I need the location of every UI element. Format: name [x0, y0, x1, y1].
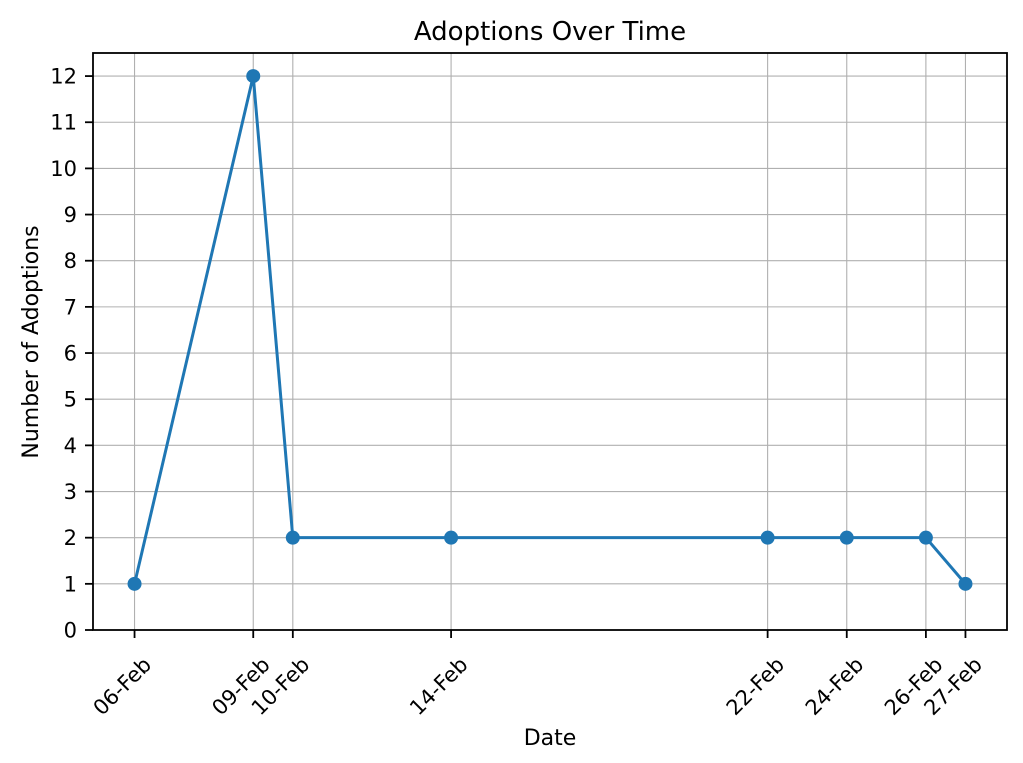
y-tick-label-1: 1: [64, 572, 77, 596]
x-tick-label-14-Feb: 14-Feb: [405, 653, 473, 721]
data-point-14-Feb: [444, 530, 459, 545]
y-tick-label-2: 2: [64, 526, 77, 550]
y-tick-label-4: 4: [64, 434, 77, 458]
y-tick-label-11: 11: [50, 111, 77, 135]
series-line-adoptions: [133, 74, 967, 586]
data-point-10-Feb: [285, 530, 300, 545]
data-point-06-Feb: [127, 576, 142, 591]
y-tick-label-6: 6: [64, 342, 77, 366]
x-tick-label-06-Feb: 06-Feb: [89, 653, 157, 721]
chart-title: Adoptions Over Time: [414, 17, 686, 47]
data-point-09-Feb: [246, 69, 261, 84]
y-tick-label-8: 8: [64, 249, 77, 273]
plot-border: [92, 52, 1008, 631]
plot-frame: [92, 52, 1008, 631]
data-point-26-Feb: [918, 530, 933, 545]
data-series: [127, 69, 973, 591]
y-tick-label-10: 10: [50, 157, 77, 181]
y-tick-label-0: 0: [64, 619, 77, 643]
y-tick-label-5: 5: [64, 388, 77, 412]
grid-lines: [93, 53, 1007, 631]
y-tick-label-12: 12: [50, 65, 77, 89]
data-point-27-Feb: [958, 576, 973, 591]
data-point-24-Feb: [839, 530, 854, 545]
y-tick-label-7: 7: [64, 295, 77, 319]
y-axis-label: Number of Adoptions: [19, 225, 44, 458]
data-point-22-Feb: [760, 530, 775, 545]
x-tick-label-22-Feb: 22-Feb: [722, 653, 790, 721]
x-axis-label: Date: [524, 726, 577, 751]
y-tick-label-9: 9: [64, 203, 77, 227]
x-tick-label-24-Feb: 24-Feb: [801, 653, 869, 721]
y-tick-label-3: 3: [64, 480, 77, 504]
